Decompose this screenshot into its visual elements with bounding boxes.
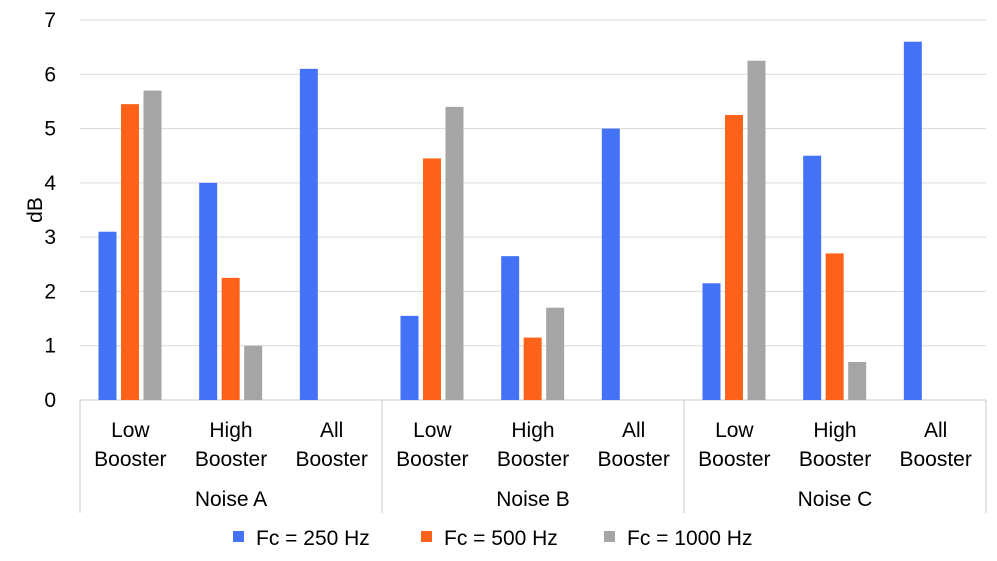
y-axis-title: dB: [24, 197, 47, 223]
bar-1-1: [98, 231, 117, 400]
bar-1-4: [400, 315, 419, 400]
category-label-line2: Booster: [295, 448, 367, 471]
bar-1-3: [299, 68, 318, 400]
bar-2-8: [825, 253, 844, 400]
group-label: Noise B: [496, 488, 570, 511]
y-tick-label: 5: [44, 118, 56, 141]
legend-swatch: [604, 531, 615, 542]
category-label-line2: Booster: [597, 448, 669, 471]
y-tick-label: 6: [44, 63, 56, 86]
category-label-line1: All: [622, 419, 645, 442]
bar-1-6: [601, 128, 620, 401]
category-label-line2: Booster: [396, 448, 468, 471]
bar-3-2: [244, 345, 263, 400]
category-label-line1: Low: [111, 419, 150, 442]
bars: [98, 41, 922, 401]
legend-swatch: [421, 531, 432, 542]
y-tick-label: 0: [44, 389, 56, 412]
bar-1-2: [199, 182, 218, 400]
y-tick-label: 1: [44, 335, 56, 358]
bar-1-7: [702, 283, 721, 400]
bar-3-7: [747, 60, 766, 400]
legend-label: Fc = 1000 Hz: [627, 527, 752, 550]
category-label-line1: All: [320, 419, 343, 442]
bar-2-5: [523, 337, 542, 400]
category-label-line1: High: [209, 419, 252, 442]
y-tick-label: 2: [44, 280, 56, 303]
category-label-line2: Booster: [195, 448, 267, 471]
category-label-line1: All: [924, 419, 947, 442]
legend: Fc = 250 Hz Fc = 500 Hz Fc = 1000 Hz: [233, 527, 752, 550]
category-label-line2: Booster: [497, 448, 569, 471]
category-label-line2: Booster: [899, 448, 971, 471]
legend-label: Fc = 500 Hz: [444, 527, 558, 550]
bar-2-7: [725, 115, 743, 400]
category-label-line1: High: [511, 419, 554, 442]
bar-3-8: [848, 362, 867, 400]
legend-swatch: [233, 531, 244, 542]
y-tick-label: 4: [44, 172, 56, 195]
group-label: Noise A: [195, 488, 267, 511]
category-label-line1: High: [813, 419, 856, 442]
bar-1-9: [903, 41, 922, 400]
category-label-line2: Booster: [94, 448, 166, 471]
group-label: Noise C: [798, 488, 873, 511]
bar-3-4: [445, 106, 464, 400]
x-axis: Low Booster High Booster All Booster Noise A Lo…: [79, 400, 987, 513]
category-label-line2: Booster: [799, 448, 871, 471]
bar-3-1: [143, 90, 162, 401]
category-label-line1: Low: [715, 419, 754, 442]
category-label-line1: Low: [413, 419, 452, 442]
bar-1-5: [501, 256, 520, 400]
y-tick-label: 7: [44, 9, 56, 32]
bar-3-5: [546, 307, 565, 400]
bar-2-2: [221, 277, 240, 400]
bar-2-1: [121, 104, 139, 401]
category-label-line2: Booster: [698, 448, 770, 471]
bar-1-8: [803, 155, 822, 400]
legend-label: Fc = 250 Hz: [256, 527, 370, 550]
bar-2-4: [423, 158, 441, 400]
y-tick-label: 3: [44, 226, 56, 249]
y-axis-tick-labels: 0 1 2 3 4 5 6 7: [44, 9, 56, 412]
